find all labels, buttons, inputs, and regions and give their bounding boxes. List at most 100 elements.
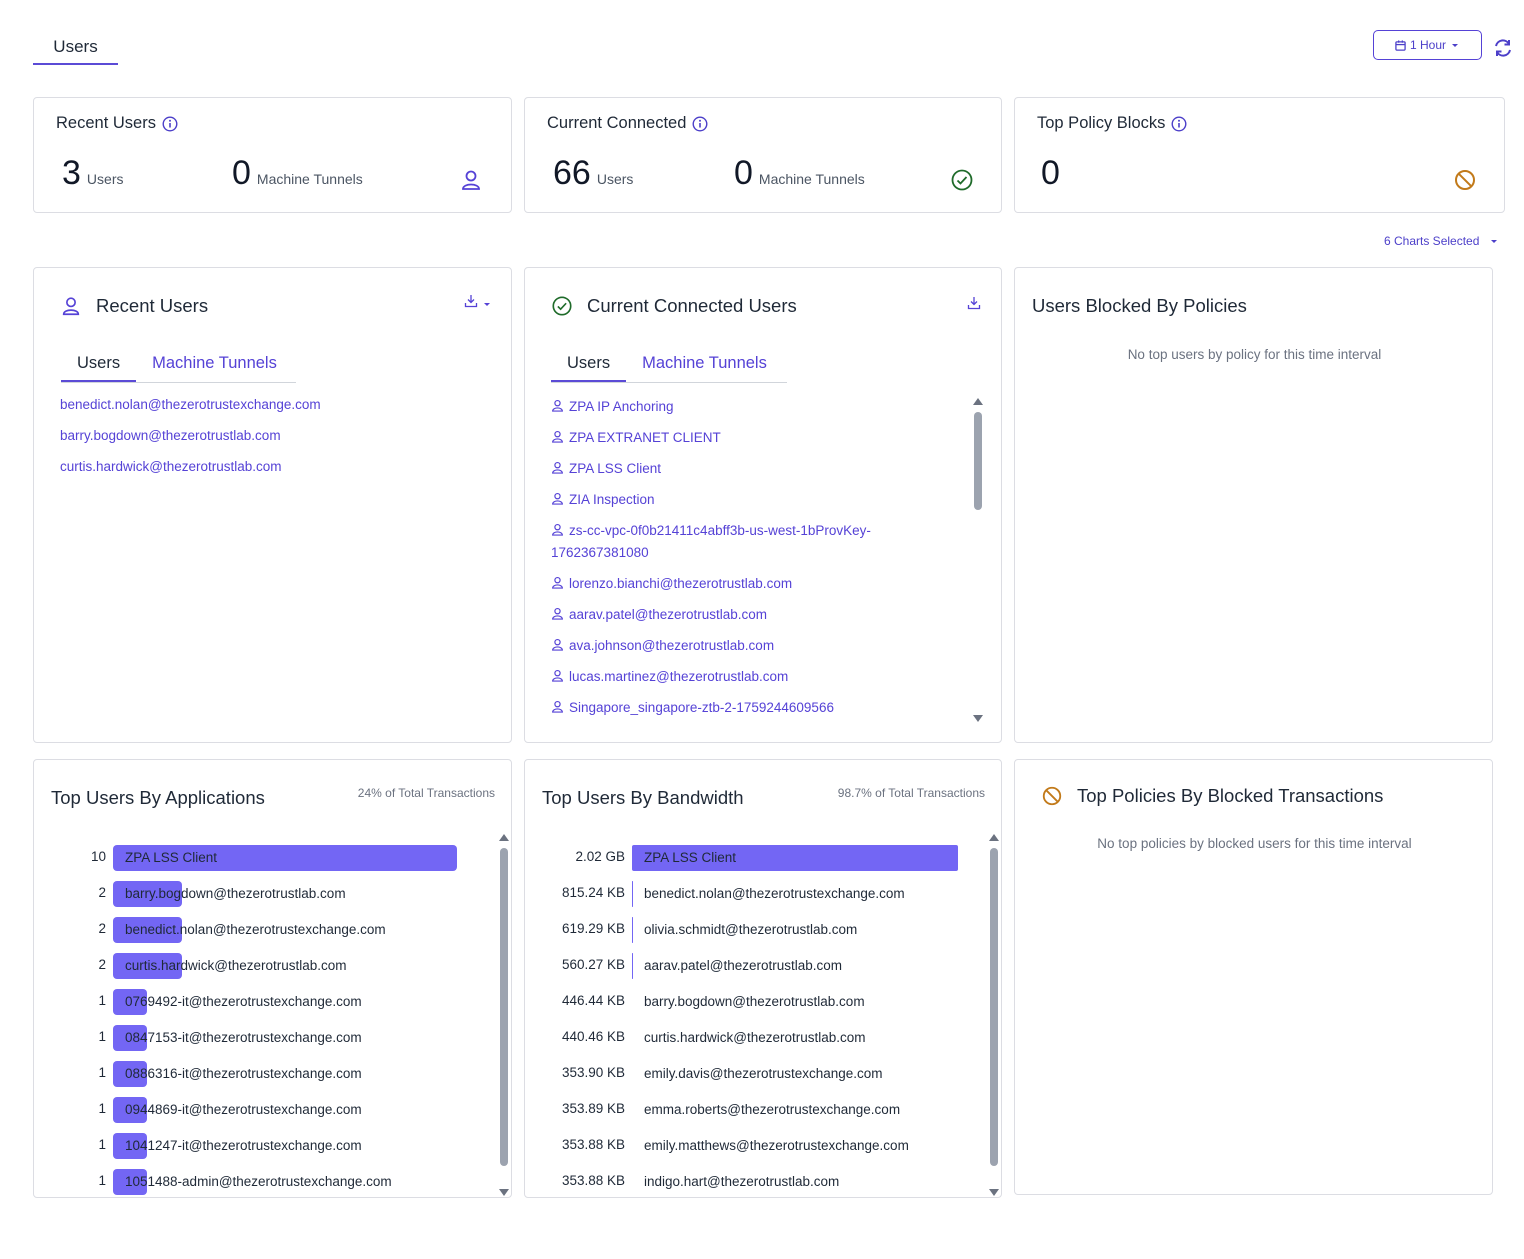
- info-icon[interactable]: [162, 115, 178, 132]
- panel-title: Recent Users: [60, 295, 208, 317]
- subtab-users[interactable]: Users: [551, 350, 627, 382]
- bar[interactable]: [113, 1097, 148, 1123]
- recent-users-count: 3 Users: [62, 154, 123, 193]
- bar-label: emily.matthews@thezerotrustexchange.com: [644, 1138, 909, 1153]
- subtab-machine-tunnels[interactable]: Machine Tunnels: [152, 354, 277, 372]
- user-icon: [552, 461, 563, 474]
- bar-value: 440.46 KB: [561, 1029, 625, 1044]
- scroll-up-arrow[interactable]: [973, 398, 983, 405]
- empty-message: No top users by policy for this time int…: [1127, 347, 1382, 362]
- caret-down-icon: [1452, 44, 1459, 47]
- scroll-thumb[interactable]: [500, 848, 508, 1166]
- list-item-label: lorenzo.bianchi@thezerotrustlab.com: [569, 576, 793, 591]
- bar-value: 1: [98, 1065, 106, 1080]
- top-users-by-applications-panel: Top Users By Applications 24% of Total T…: [33, 759, 512, 1198]
- scroll-down-arrow[interactable]: [499, 1189, 509, 1196]
- count-label: Machine Tunnels: [758, 171, 865, 187]
- list-item[interactable]: barry.bogdown@thezerotrustlab.com: [60, 428, 281, 443]
- list-item[interactable]: ZPA LSS Client: [551, 458, 951, 480]
- bar-label: indigo.hart@thezerotrustlab.com: [644, 1174, 840, 1189]
- bar[interactable]: [113, 989, 148, 1015]
- bar[interactable]: [113, 953, 182, 979]
- charts-selected-dropdown[interactable]: 6 Charts Selected: [1384, 234, 1499, 248]
- subtab-users[interactable]: Users: [61, 350, 137, 382]
- check-circle-icon: [951, 169, 973, 191]
- list-item[interactable]: aarav.patel@thezerotrustlab.com: [551, 604, 951, 626]
- subtab-machine-tunnels[interactable]: Machine Tunnels: [642, 354, 767, 372]
- user-icon: [552, 607, 563, 620]
- bar[interactable]: [113, 1061, 148, 1087]
- scroll-thumb[interactable]: [990, 848, 998, 1166]
- bar[interactable]: [113, 1025, 148, 1051]
- info-icon[interactable]: [1171, 115, 1187, 132]
- list-item[interactable]: lucas.martinez@thezerotrustlab.com: [551, 666, 951, 688]
- list-item-label: ava.johnson@thezerotrustlab.com: [569, 638, 775, 653]
- bar[interactable]: [113, 1133, 148, 1159]
- bar-value: 2: [98, 885, 106, 900]
- list-item[interactable]: ZIA Inspection: [551, 489, 951, 511]
- list-item-label: ZPA IP Anchoring: [569, 399, 674, 414]
- refresh-icon[interactable]: [1492, 37, 1514, 59]
- scroll-up-arrow[interactable]: [989, 834, 999, 841]
- bar-label: barry.bogdown@thezerotrustlab.com: [125, 886, 346, 901]
- user-icon: [62, 297, 80, 316]
- scrollbar[interactable]: [989, 834, 999, 1196]
- panel-title-text: Users Blocked By Policies: [1032, 295, 1247, 316]
- panel-title-text: Top Users By Bandwidth: [542, 787, 744, 808]
- list-item[interactable]: curtis.hardwick@thezerotrustlab.com: [60, 459, 282, 474]
- scrollbar[interactable]: [973, 398, 983, 722]
- list-item[interactable]: ava.johnson@thezerotrustlab.com: [551, 635, 951, 657]
- bar[interactable]: [113, 881, 182, 907]
- count-value: 0: [232, 154, 251, 192]
- scroll-thumb[interactable]: [974, 412, 982, 510]
- bar-label: 0886316-it@thezerotrustexchange.com: [125, 1066, 362, 1081]
- scroll-up-arrow[interactable]: [499, 834, 509, 841]
- panel-title: Users Blocked By Policies: [1032, 295, 1247, 317]
- bar[interactable]: [632, 845, 958, 871]
- summary-top-policy-blocks-card: Top Policy Blocks 0: [1014, 97, 1505, 213]
- bar-label: 0944869-it@thezerotrustexchange.com: [125, 1102, 362, 1117]
- list-item[interactable]: zs-cc-vpc-0f0b21411c4abff3b-us-west-1bPr…: [551, 520, 951, 564]
- list-item-label: ZPA EXTRANET CLIENT: [569, 430, 721, 445]
- bar-label: 1051488-admin@thezerotrustexchange.com: [125, 1174, 392, 1189]
- bar-value: 353.89 KB: [561, 1101, 625, 1116]
- scroll-down-arrow[interactable]: [989, 1189, 999, 1196]
- time-filter-label: 1 Hour: [1409, 38, 1447, 52]
- bar-value: 619.29 KB: [561, 921, 625, 936]
- bar[interactable]: [113, 917, 182, 943]
- caret-down-icon: [484, 303, 491, 306]
- bar-label: 1041247-it@thezerotrustexchange.com: [125, 1138, 362, 1153]
- recent-users-list: benedict.nolan@thezerotrustexchange.com …: [60, 396, 360, 489]
- caret-down-icon: [1491, 240, 1498, 243]
- bar-label: 0769492-it@thezerotrustexchange.com: [125, 994, 362, 1009]
- list-item[interactable]: lorenzo.bianchi@thezerotrustlab.com: [551, 573, 951, 595]
- user-icon: [552, 399, 563, 412]
- time-filter-dropdown[interactable]: 1 Hour: [1373, 30, 1482, 60]
- list-item[interactable]: Singapore_singapore-ztb-2-1759244609566: [551, 697, 951, 719]
- bar-value: 353.90 KB: [561, 1065, 625, 1080]
- download-icon[interactable]: [967, 296, 981, 310]
- user-icon: [552, 430, 563, 443]
- current-connected-users-panel: Current Connected Users Users Machine Tu…: [524, 267, 1002, 743]
- download-dropdown[interactable]: [464, 294, 496, 308]
- panel-title-text: Top Users By Applications: [51, 787, 265, 808]
- top-users-by-bandwidth-panel: Top Users By Bandwidth 98.7% of Total Tr…: [524, 759, 1002, 1198]
- scrollbar[interactable]: [499, 834, 509, 1196]
- bar[interactable]: [113, 845, 457, 871]
- connected-subtabs: Users Machine Tunnels: [551, 350, 787, 383]
- list-item[interactable]: ZPA IP Anchoring: [551, 396, 951, 418]
- user-icon: [552, 523, 563, 536]
- scroll-down-arrow[interactable]: [973, 715, 983, 722]
- info-icon[interactable]: [692, 115, 708, 132]
- policy-blocks-count: 0: [1041, 154, 1060, 193]
- tab-users[interactable]: Users: [33, 32, 118, 65]
- bar-value: 353.88 KB: [561, 1173, 625, 1188]
- count-value: 66: [553, 154, 591, 192]
- summary-current-connected-title: Current Connected: [547, 114, 708, 133]
- list-item[interactable]: ZPA EXTRANET CLIENT: [551, 427, 951, 449]
- bar-label: curtis.hardwick@thezerotrustlab.com: [644, 1030, 866, 1045]
- list-item[interactable]: benedict.nolan@thezerotrustexchange.com: [60, 397, 321, 412]
- bar[interactable]: [113, 1169, 148, 1195]
- bar-label: aarav.patel@thezerotrustlab.com: [644, 958, 843, 973]
- user-icon: [552, 576, 563, 589]
